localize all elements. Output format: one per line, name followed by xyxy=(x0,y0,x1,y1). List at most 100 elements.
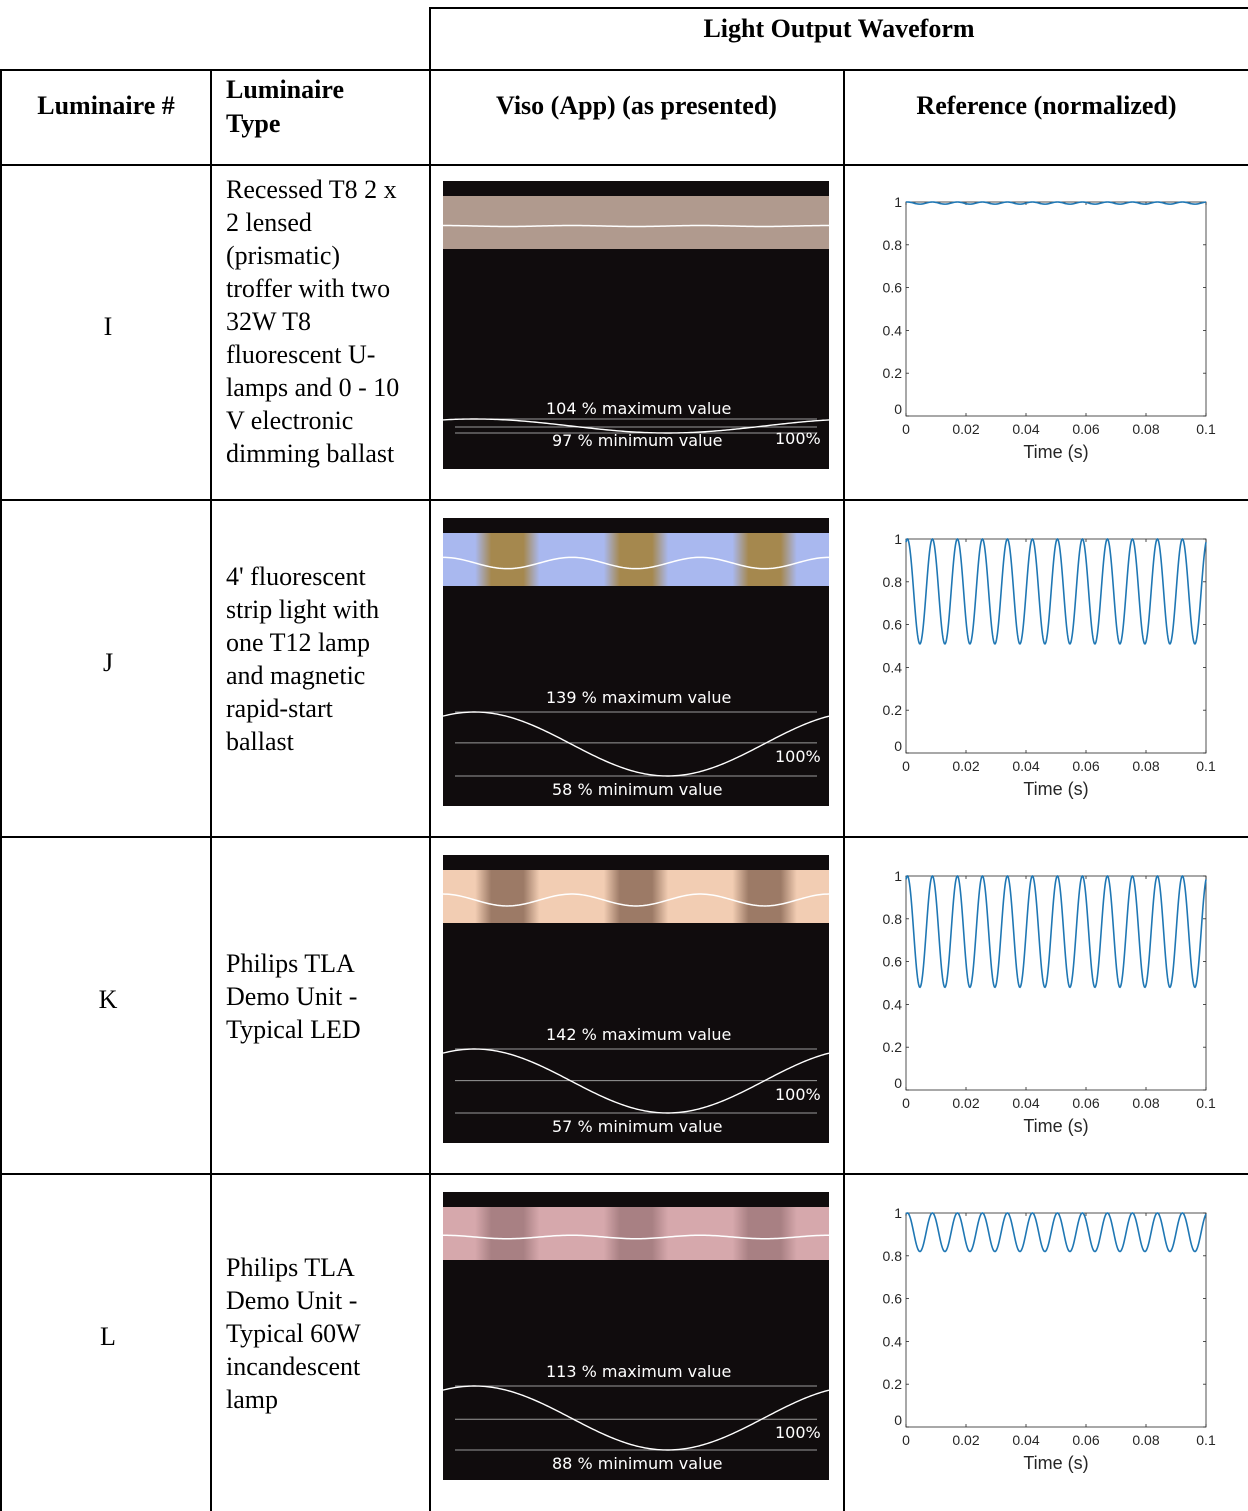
col-luminaire-num: Luminaire # xyxy=(37,91,175,120)
type-line: Demo Unit - xyxy=(226,1286,358,1315)
type-line: Demo Unit - xyxy=(226,982,358,1011)
x-tick-label: 0.02 xyxy=(952,1095,979,1111)
row-rule-k xyxy=(0,1173,1248,1175)
min-value-label: 88 % minimum value xyxy=(552,1454,723,1473)
luminaire-type: 4' fluorescent strip light with one T12 … xyxy=(226,560,426,758)
type-line: 4' fluorescent xyxy=(226,562,366,591)
viso-graphic xyxy=(443,533,829,777)
light-band xyxy=(443,1207,829,1260)
x-tick-label: 0 xyxy=(902,1095,910,1111)
viso-graphic xyxy=(443,196,829,434)
type-line: 2 lensed xyxy=(226,208,312,237)
y-tick-label: 0.6 xyxy=(883,954,903,970)
viso-screenshot: 142 % maximum value 57 % minimum value 1… xyxy=(443,855,829,1143)
x-tick-label: 0.08 xyxy=(1132,421,1159,437)
percent-label: 100% xyxy=(775,746,821,766)
table-top-rule xyxy=(430,7,1248,9)
col-reference: Reference (normalized) xyxy=(916,91,1177,120)
max-value-label: 104 % maximum value xyxy=(546,399,732,418)
min-value-label: 57 % minimum value xyxy=(552,1117,723,1136)
reference-chart: 0 0.02 0.04 0.06 0.08 0.1 0 0.2 0.4 0.6 0.8 1 Time (… xyxy=(883,868,1216,1136)
band-waveform xyxy=(443,1234,829,1240)
type-line: strip light with xyxy=(226,595,380,624)
series-line xyxy=(905,538,1207,645)
col-luminaire-type-line2: Type xyxy=(226,109,281,138)
y-tick-label: 1 xyxy=(894,194,902,210)
luminaire-type: Philips TLA Demo Unit - Typical 60W inca… xyxy=(226,1251,426,1416)
x-tick-label: 0 xyxy=(902,421,910,437)
max-value-label: 139 % maximum value xyxy=(546,688,732,707)
type-line: fluorescent U- xyxy=(226,340,376,369)
y-tick-label: 1 xyxy=(894,531,902,547)
type-line: incandescent xyxy=(226,1352,361,1381)
plot-frame xyxy=(905,201,1207,417)
y-tick-label: 0 xyxy=(894,1075,902,1091)
reference-chart: 0 0.02 0.04 0.06 0.08 0.1 0 0.2 0.4 0.6 0.8 1 Time (… xyxy=(883,1205,1216,1473)
row-rule-i xyxy=(0,499,1248,501)
percent-label: 100% xyxy=(775,1084,821,1104)
y-tick-label: 0.4 xyxy=(883,659,903,675)
luminaire-id: K xyxy=(98,985,118,1014)
type-line: Philips TLA xyxy=(226,1253,355,1282)
x-tick-label: 0.02 xyxy=(952,758,979,774)
type-line: rapid-start xyxy=(226,694,333,723)
max-value-label: 113 % maximum value xyxy=(546,1362,732,1381)
plot-frame xyxy=(905,875,1207,1091)
x-tick-label: 0.04 xyxy=(1012,758,1039,774)
x-tick-label: 0.04 xyxy=(1012,1432,1039,1448)
y-tick-label: 0 xyxy=(894,401,902,417)
y-tick-label: 0.8 xyxy=(883,1248,903,1264)
light-band xyxy=(443,533,829,586)
plot-frame xyxy=(905,1212,1207,1428)
type-line: Typical 60W xyxy=(226,1319,361,1348)
type-line: troffer with two xyxy=(226,274,391,303)
viso-screenshot: 104 % maximum value 97 % minimum value 1… xyxy=(443,181,829,469)
x-tick-label: 0 xyxy=(902,758,910,774)
type-line: lamp xyxy=(226,1385,278,1414)
y-tick-label: 0.8 xyxy=(883,237,903,253)
y-tick-label: 1 xyxy=(894,1205,902,1221)
luminaire-type: Recessed T8 2 x 2 lensed (prismatic) tro… xyxy=(226,173,426,470)
type-line: lamps and 0 - 10 xyxy=(226,373,400,402)
y-tick-label: 0.4 xyxy=(883,996,903,1012)
group-title: Light Output Waveform xyxy=(703,14,975,43)
y-tick-label: 0.8 xyxy=(883,574,903,590)
x-tick-label: 0.04 xyxy=(1012,421,1039,437)
y-tick-label: 0.2 xyxy=(883,1376,903,1392)
plot-frame xyxy=(905,538,1207,754)
x-tick-label: 0.1 xyxy=(1196,421,1216,437)
series-line xyxy=(905,201,1207,205)
type-line: V electronic xyxy=(226,406,354,435)
x-tick-label: 0.1 xyxy=(1196,758,1216,774)
col-luminaire-type: Luminaire Type xyxy=(226,73,344,141)
detail-waveform xyxy=(443,1048,829,1114)
y-tick-label: 0.2 xyxy=(883,1039,903,1055)
viso-screenshot: 113 % maximum value 88 % minimum value 1… xyxy=(443,1192,829,1480)
type-line: ballast xyxy=(226,727,294,756)
x-tick-label: 0.06 xyxy=(1072,1432,1099,1448)
y-tick-label: 0.8 xyxy=(883,911,903,927)
reference-chart: 0 0.02 0.04 0.06 0.08 0.1 0 0.2 0.4 0.6 0.8 1 Time (… xyxy=(883,194,1216,462)
x-tick-label: 0.04 xyxy=(1012,1095,1039,1111)
y-tick-label: 1 xyxy=(894,868,902,884)
row-rule-j xyxy=(0,836,1248,838)
viso-screenshot: 139 % maximum value 58 % minimum value 1… xyxy=(443,518,829,806)
series-line xyxy=(905,875,1207,989)
y-tick-label: 0 xyxy=(894,738,902,754)
col-divider-1 xyxy=(210,69,212,1511)
x-tick-label: 0.06 xyxy=(1072,421,1099,437)
y-tick-label: 0.6 xyxy=(883,280,903,296)
viso-graphic xyxy=(443,870,829,1114)
band-waveform xyxy=(443,556,829,570)
x-axis-label: Time (s) xyxy=(1023,1116,1088,1136)
x-tick-label: 0.08 xyxy=(1132,1432,1159,1448)
min-value-label: 58 % minimum value xyxy=(552,780,723,799)
col-viso: Viso (App) (as presented) xyxy=(496,91,777,120)
luminaire-id: L xyxy=(100,1322,116,1351)
type-line: Philips TLA xyxy=(226,949,355,978)
detail-waveform xyxy=(443,711,829,777)
x-tick-label: 0.06 xyxy=(1072,1095,1099,1111)
percent-label: 100% xyxy=(775,429,821,448)
y-tick-label: 0.2 xyxy=(883,702,903,718)
col-luminaire-type-line1: Luminaire xyxy=(226,75,344,104)
